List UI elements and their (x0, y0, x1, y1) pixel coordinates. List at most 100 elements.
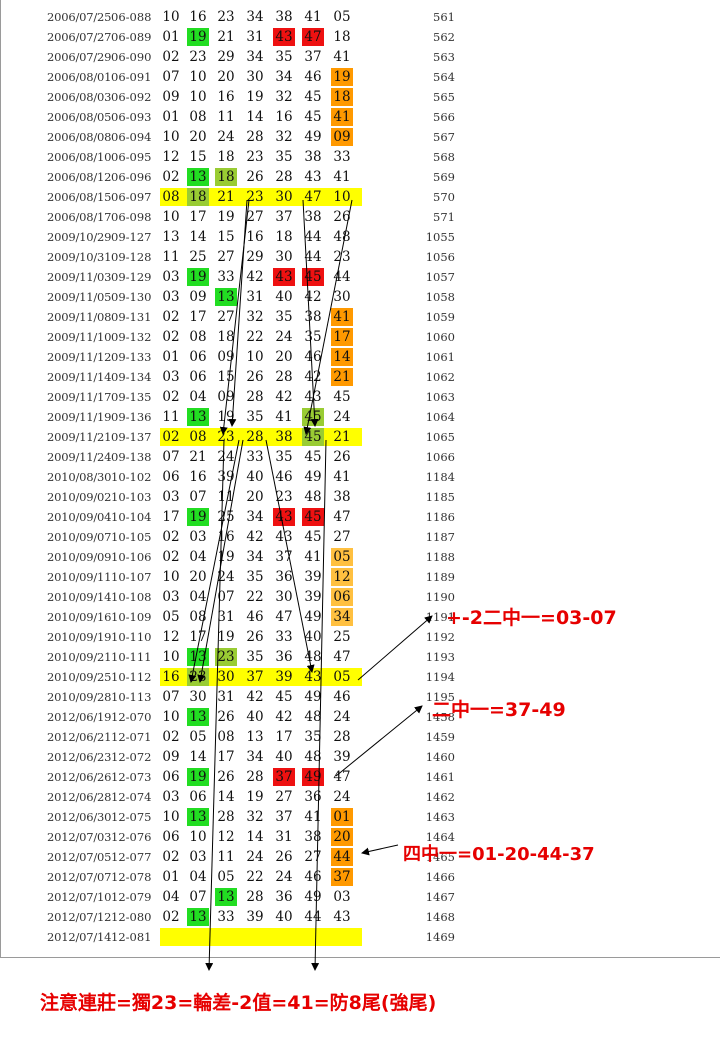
drawn-number: 30 (275, 589, 293, 605)
draw-date: 2009/11/12 (47, 350, 112, 364)
drawn-number: 11 (217, 109, 235, 125)
special-number: 21 (333, 429, 351, 445)
draw-sequence: 1058 (425, 290, 455, 304)
drawn-number: 01 (162, 109, 180, 125)
drawn-number (187, 927, 209, 947)
drawn-number: 45 (304, 89, 322, 105)
table-row: 2009/11/14 09-134 03 06 15 26 28 42 21 1062 (1, 367, 720, 387)
draw-date: 2012/07/03 (47, 830, 112, 844)
special-number: 44 (333, 269, 351, 285)
draw-date: 2012/06/28 (47, 790, 112, 804)
draw-sequence: 1192 (425, 630, 455, 644)
draw-sequence: 1066 (425, 450, 455, 464)
drawn-number: 03 (162, 269, 180, 285)
drawn-number: 07 (217, 589, 235, 605)
draw-sequence: 1061 (425, 350, 455, 364)
special-number: 41 (331, 308, 353, 326)
table-row: 2012/07/03 12-076 06 10 12 14 31 38 20 1464 (1, 827, 720, 847)
table-row: 2012/07/12 12-080 02 13 33 39 40 44 43 1468 (1, 907, 720, 927)
draw-date: 2010/09/11 (47, 570, 112, 584)
drawn-number: 15 (217, 229, 235, 245)
draw-sequence: 1184 (425, 470, 455, 484)
special-number: 18 (333, 29, 351, 45)
drawn-number: 07 (162, 689, 180, 705)
drawn-number: 19 (187, 768, 209, 786)
drawn-number: 35 (246, 569, 264, 585)
drawn-number: 16 (189, 9, 207, 25)
drawn-number: 39 (304, 569, 322, 585)
drawn-number: 03 (162, 789, 180, 805)
drawn-number: 20 (217, 69, 235, 85)
draw-date: 2006/08/08 (47, 130, 112, 144)
drawn-number: 45 (275, 689, 293, 705)
drawn-number: 43 (273, 28, 295, 46)
draw-date: 2012/06/21 (47, 730, 112, 744)
draw-date: 2009/11/05 (47, 290, 112, 304)
drawn-number: 20 (275, 349, 293, 365)
drawn-number: 28 (275, 169, 293, 185)
drawn-number: 46 (304, 349, 322, 365)
drawn-number (215, 927, 237, 947)
drawn-number: 10 (162, 129, 180, 145)
drawn-number: 30 (275, 249, 293, 265)
drawn-number: 36 (275, 569, 293, 585)
drawn-number: 35 (304, 729, 322, 745)
draw-sequence: 1460 (425, 750, 455, 764)
drawn-number: 27 (217, 249, 235, 265)
draw-issue: 09-135 (111, 390, 152, 404)
drawn-number: 48 (304, 489, 322, 505)
draw-issue: 09-130 (111, 290, 152, 304)
drawn-number: 38 (275, 9, 293, 25)
drawn-number: 49 (304, 469, 322, 485)
drawn-number: 17 (162, 509, 180, 525)
drawn-number: 44 (304, 249, 322, 265)
drawn-number: 24 (217, 569, 235, 585)
special-number: 25 (333, 629, 351, 645)
drawn-number: 03 (162, 289, 180, 305)
drawn-number: 43 (304, 669, 322, 685)
table-row: 2010/09/25 10-112 16 23 30 37 39 43 05 1194 (1, 667, 720, 687)
drawn-number: 01 (162, 869, 180, 885)
drawn-number: 45 (302, 508, 324, 526)
drawn-number: 28 (246, 429, 264, 445)
special-number: 46 (333, 689, 351, 705)
draw-date: 2006/08/01 (47, 70, 112, 84)
drawn-number: 45 (302, 268, 324, 286)
annotation-note-2: 二中一=37-49 (432, 699, 566, 721)
drawn-number: 33 (217, 269, 235, 285)
drawn-number: 08 (189, 609, 207, 625)
drawn-number: 18 (275, 229, 293, 245)
drawn-number: 18 (187, 188, 209, 206)
draw-date: 2012/07/10 (47, 890, 112, 904)
table-row: 2006/08/08 06-094 10 20 24 28 32 49 09 567 (1, 127, 720, 147)
draw-date: 2010/09/14 (47, 590, 112, 604)
drawn-number: 28 (275, 369, 293, 385)
drawn-number: 40 (275, 749, 293, 765)
drawn-number: 06 (162, 469, 180, 485)
table-row: 2012/07/05 12-077 02 03 11 24 26 27 44 1465 (1, 847, 720, 867)
drawn-number: 48 (304, 749, 322, 765)
drawn-number: 06 (189, 369, 207, 385)
drawn-number: 23 (215, 648, 237, 666)
drawn-number: 22 (246, 869, 264, 885)
drawn-number: 02 (162, 429, 180, 445)
draw-date: 2010/09/16 (47, 610, 112, 624)
draw-sequence: 1469 (425, 930, 455, 944)
drawn-number: 38 (304, 149, 322, 165)
drawn-number: 31 (246, 29, 264, 45)
drawn-number: 32 (275, 89, 293, 105)
drawn-number: 02 (162, 169, 180, 185)
drawn-number: 12 (162, 149, 180, 165)
drawn-number: 13 (162, 229, 180, 245)
drawn-number (273, 927, 295, 947)
special-number: 34 (331, 608, 353, 626)
draw-sequence: 1194 (425, 670, 455, 684)
draw-sequence: 570 (433, 190, 455, 204)
draw-sequence: 1187 (425, 530, 455, 544)
draw-date: 2009/11/21 (47, 430, 112, 444)
drawn-number: 37 (275, 209, 293, 225)
drawn-number: 16 (217, 89, 235, 105)
drawn-number: 42 (304, 369, 322, 385)
drawn-number: 22 (246, 329, 264, 345)
drawn-number: 37 (304, 49, 322, 65)
